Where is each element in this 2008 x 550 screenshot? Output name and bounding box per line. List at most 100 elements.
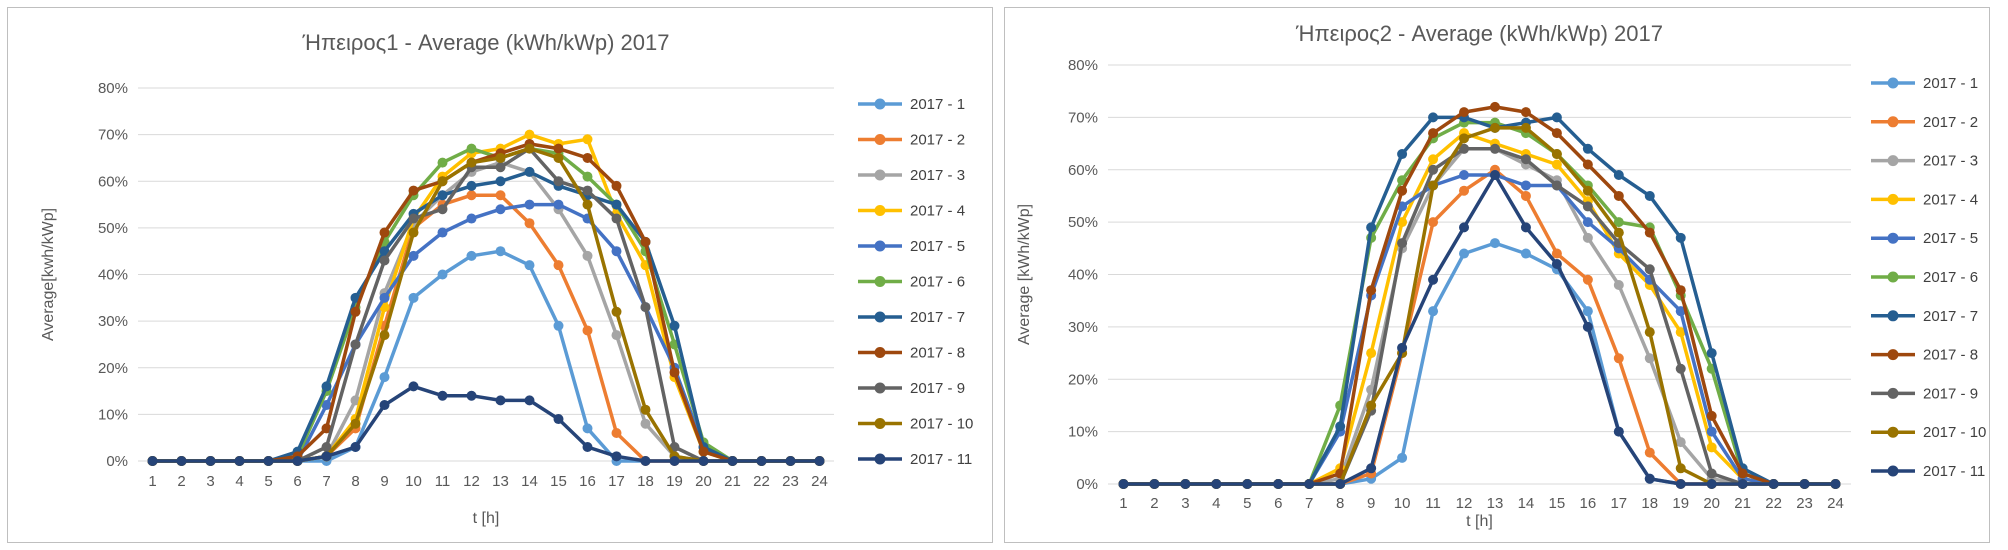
- data-point: [1582, 217, 1593, 228]
- x-tick-label: 9: [380, 473, 388, 490]
- y-tick-label: 40%: [1068, 267, 1098, 284]
- data-point: [1520, 190, 1531, 201]
- x-axis-label: t [h]: [473, 510, 500, 527]
- x-tick-label: 14: [1518, 495, 1535, 512]
- data-point: [437, 176, 448, 187]
- data-point: [1644, 227, 1655, 238]
- data-point: [1366, 463, 1377, 474]
- legend-marker: [874, 169, 886, 181]
- data-point: [408, 227, 419, 238]
- x-tick-label: 21: [1734, 495, 1751, 512]
- data-point: [1459, 248, 1470, 259]
- x-tick-label: 4: [235, 473, 243, 490]
- data-point: [553, 143, 564, 154]
- data-point: [1428, 180, 1439, 191]
- legend-entry: 2017 - 9: [1923, 385, 1978, 402]
- data-point: [1675, 463, 1686, 474]
- data-point: [379, 255, 390, 266]
- data-point: [1737, 468, 1748, 479]
- data-point: [669, 456, 680, 466]
- data-point: [524, 166, 535, 177]
- data-point: [1613, 190, 1624, 201]
- data-point: [1428, 274, 1439, 285]
- data-point: [1520, 180, 1531, 191]
- x-tick-label: 7: [322, 473, 330, 490]
- data-point: [524, 199, 535, 210]
- legend-entry: 2017 - 1: [910, 96, 965, 113]
- y-tick-label: 10%: [1068, 424, 1098, 441]
- data-point: [1489, 143, 1500, 154]
- data-point: [379, 227, 390, 238]
- x-tick-label: 10: [405, 473, 422, 490]
- data-point: [292, 456, 303, 466]
- y-tick-label: 0%: [106, 453, 128, 470]
- chart-panel-2: Ήπειρος2 - Average (kWh/kWp) 2017 0% 10% 20…: [1004, 7, 1990, 543]
- data-point: [1397, 452, 1408, 463]
- legend-entry: 2017 - 3: [1923, 153, 1978, 170]
- data-point: [1520, 154, 1531, 165]
- legend-entry: 2017 - 4: [1923, 191, 1978, 208]
- data-point: [1551, 149, 1562, 160]
- chart-title: Ήπειρος2 - Average (kWh/kWp) 2017: [1295, 21, 1663, 46]
- data-point: [611, 246, 622, 257]
- legend-marker: [1887, 232, 1899, 244]
- data-point: [1613, 227, 1624, 238]
- data-point: [1459, 133, 1470, 144]
- data-point: [495, 190, 506, 201]
- x-tick-label: 6: [293, 473, 301, 490]
- data-point: [1273, 479, 1284, 489]
- data-point: [1551, 248, 1562, 259]
- data-point: [466, 143, 477, 154]
- x-tick-label: 13: [1487, 495, 1504, 512]
- series-line-5: [152, 202, 820, 463]
- legend-marker: [874, 134, 886, 145]
- data-point: [1335, 421, 1346, 432]
- series-line-6: [1123, 120, 1836, 486]
- x-tick-label: 11: [435, 473, 451, 490]
- x-tick-label: 1: [1119, 495, 1127, 512]
- data-point: [495, 246, 506, 257]
- data-point: [321, 381, 332, 392]
- data-point: [1644, 447, 1655, 458]
- data-point: [611, 428, 622, 439]
- data-point: [553, 199, 564, 210]
- data-point: [350, 306, 361, 317]
- data-point: [785, 456, 796, 466]
- legend-marker: [1887, 387, 1899, 399]
- y-tick-label: 60%: [1068, 162, 1098, 179]
- data-point: [611, 213, 622, 224]
- series-line-1: [152, 249, 820, 463]
- data-point: [1551, 128, 1562, 139]
- data-point: [1489, 238, 1500, 249]
- data-point: [524, 260, 535, 271]
- data-point: [1397, 185, 1408, 196]
- data-point: [524, 218, 535, 229]
- legend-entry: 2017 - 4: [910, 203, 965, 220]
- data-point: [350, 339, 361, 350]
- legend-entry: 2017 - 3: [910, 167, 965, 184]
- x-tick-label: 22: [1765, 495, 1782, 512]
- data-point: [1613, 353, 1624, 364]
- data-point: [1613, 217, 1624, 228]
- data-point: [582, 325, 593, 336]
- data-point: [727, 456, 738, 466]
- data-point: [437, 204, 448, 215]
- data-point: [1675, 479, 1686, 489]
- x-tick-label: 8: [1336, 495, 1344, 512]
- x-tick-label: 18: [637, 473, 654, 490]
- data-point: [1582, 159, 1593, 170]
- data-point: [640, 236, 651, 247]
- data-point: [379, 330, 390, 341]
- data-point: [379, 292, 390, 303]
- data-point: [611, 330, 622, 341]
- legend-entry: 2017 - 11: [910, 451, 972, 468]
- legend-entry: 2017 - 10: [1923, 424, 1986, 441]
- data-point: [1582, 306, 1593, 317]
- data-point: [1799, 479, 1810, 489]
- data-point: [1644, 190, 1655, 201]
- legend-entry: 2017 - 6: [1923, 269, 1978, 286]
- data-point: [350, 418, 361, 429]
- series-line-5: [1123, 173, 1836, 486]
- x-tick-label: 9: [1367, 495, 1375, 512]
- data-point: [1428, 164, 1439, 175]
